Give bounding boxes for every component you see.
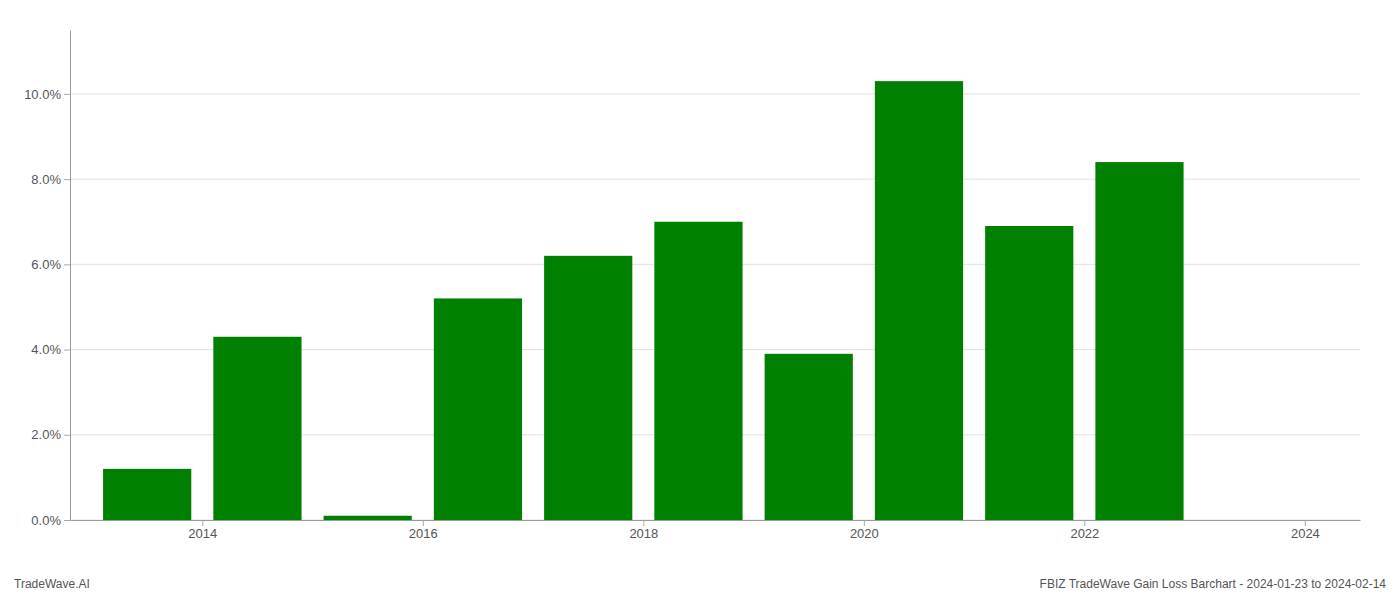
- x-axis: 2014 2016 2018 2020 2022 2024: [71, 520, 1361, 541]
- x-tick: 2016: [409, 520, 438, 541]
- y-tick-mark: [64, 350, 70, 351]
- x-tick-mark: [1084, 520, 1085, 526]
- x-tick-mark: [202, 520, 203, 526]
- y-tick: 10.0%: [24, 87, 70, 102]
- x-tick: 2024: [1291, 520, 1320, 541]
- x-tick-label: 2020: [850, 526, 879, 541]
- y-tick: 8.0%: [31, 172, 70, 187]
- x-axis-line: [71, 520, 1361, 521]
- y-tick-label: 6.0%: [31, 257, 61, 272]
- y-tick-mark: [64, 435, 70, 436]
- x-tick-label: 2022: [1070, 526, 1099, 541]
- x-tick-mark: [864, 520, 865, 526]
- x-tick: 2014: [188, 520, 217, 541]
- annotation: FBIZ TradeWave Gain Loss Barchart - 2024…: [1040, 577, 1387, 591]
- x-tick-label: 2016: [409, 526, 438, 541]
- bar: [1095, 162, 1183, 520]
- y-axis-line: [70, 31, 71, 521]
- x-tick: 2020: [850, 520, 879, 541]
- bar: [985, 226, 1073, 520]
- bar: [324, 516, 412, 520]
- bar: [544, 256, 632, 520]
- y-tick: 4.0%: [31, 342, 70, 357]
- grid-line: [70, 93, 1360, 94]
- x-tick-mark: [1305, 520, 1306, 526]
- y-tick-label: 4.0%: [31, 342, 61, 357]
- y-tick-label: 0.0%: [31, 513, 61, 528]
- x-tick-label: 2014: [188, 526, 217, 541]
- y-axis: 0.0% 2.0% 4.0% 6.0% 8.0% 10.0%: [24, 31, 70, 528]
- y-tick: 6.0%: [31, 257, 70, 272]
- bar: [654, 222, 742, 520]
- y-tick-mark: [64, 264, 70, 265]
- bar: [213, 337, 301, 520]
- y-tick: 2.0%: [31, 427, 70, 442]
- y-tick-mark: [64, 94, 70, 95]
- x-tick: 2022: [1070, 520, 1099, 541]
- bar: [765, 354, 853, 520]
- y-tick-label: 10.0%: [24, 87, 61, 102]
- x-tick-mark: [423, 520, 424, 526]
- y-tick-label: 2.0%: [31, 427, 61, 442]
- x-tick-label: 2018: [629, 526, 658, 541]
- bars: [103, 81, 1184, 520]
- annotation: TradeWave.AI: [14, 577, 90, 591]
- bar: [875, 81, 963, 520]
- y-tick-label: 8.0%: [31, 172, 61, 187]
- y-tick: 0.0%: [31, 513, 70, 528]
- x-tick-label: 2024: [1291, 526, 1320, 541]
- bar: [434, 298, 522, 520]
- grid: [70, 94, 1360, 520]
- bar: [103, 469, 191, 520]
- y-tick-mark: [64, 179, 70, 180]
- x-tick: 2018: [629, 520, 658, 541]
- y-tick-mark: [64, 520, 70, 521]
- x-tick-mark: [643, 520, 644, 526]
- chart: 2014 2016 2018 2020 2022 2024 0.0% 2.0% 4.0% 6.0%…: [0, 0, 1400, 600]
- plot: 2014 2016 2018 2020 2022 2024 0.0% 2.0% 4.0% 6.0%…: [24, 31, 1360, 542]
